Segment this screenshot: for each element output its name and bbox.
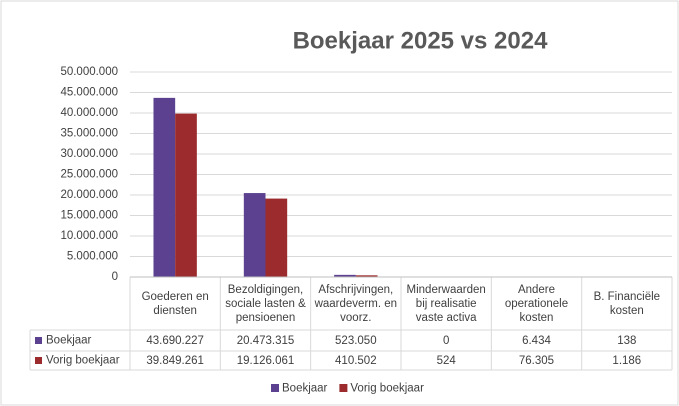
y-tick-label: 30.000.000 <box>60 148 118 160</box>
y-tick-label: 10.000.000 <box>60 230 118 242</box>
category-label: Minderwaarden bij realisatie vaste activ… <box>406 283 486 324</box>
y-tick-label: 35.000.000 <box>60 128 118 140</box>
y-tick-label: 15.000.000 <box>60 210 118 222</box>
bar <box>265 198 288 277</box>
table-value: 138 <box>617 334 637 347</box>
category-label: Afschrijvingen, waardeverm. en voorz. <box>314 283 398 324</box>
row-header: Vorig boekjaar <box>46 355 120 367</box>
y-tick-label: 45.000.000 <box>60 87 118 99</box>
legend-key <box>339 384 348 392</box>
legend-label: Boekjaar <box>282 383 328 395</box>
table-value: 6.434 <box>522 334 551 347</box>
table-value: 1.186 <box>612 354 642 367</box>
bar <box>334 274 356 277</box>
bar <box>355 275 378 277</box>
row-header: Boekjaar <box>46 335 92 347</box>
category-label: Andere operationele kosten <box>504 283 569 324</box>
table-value: 43.690.227 <box>146 334 204 347</box>
category-label: Bezoldigingen, sociale lasten & pensioen… <box>225 283 306 324</box>
y-tick-label: 20.000.000 <box>60 189 118 201</box>
y-tick-label: 40.000.000 <box>60 107 118 119</box>
legend-key <box>35 337 42 344</box>
y-tick-label: 5.000.000 <box>67 251 118 263</box>
table-value: 0 <box>442 334 450 347</box>
table-value: 523.050 <box>335 334 377 347</box>
table-value: 20.473.315 <box>236 334 295 347</box>
table-value: 410.502 <box>335 354 377 367</box>
bar <box>243 193 266 277</box>
table-value: 76.305 <box>518 354 555 367</box>
table-value: 19.126.061 <box>236 354 295 367</box>
category-label: B. Financiële kosten <box>593 290 661 317</box>
legend-label: Vorig boekjaar <box>350 383 424 395</box>
bar <box>153 97 176 277</box>
chart-title: Boekjaar 2025 vs 2024 <box>293 27 549 54</box>
y-tick-label: 25.000.000 <box>60 169 118 181</box>
legend-key <box>35 357 42 364</box>
category-label: Goederen en diensten <box>141 290 209 317</box>
table-value: 524 <box>436 354 456 367</box>
y-tick-label: 0 <box>112 271 118 283</box>
y-tick-label: 50.000.000 <box>60 66 118 78</box>
table-value: 39.849.261 <box>146 354 204 367</box>
legend-key <box>271 384 279 392</box>
bar <box>175 113 197 277</box>
